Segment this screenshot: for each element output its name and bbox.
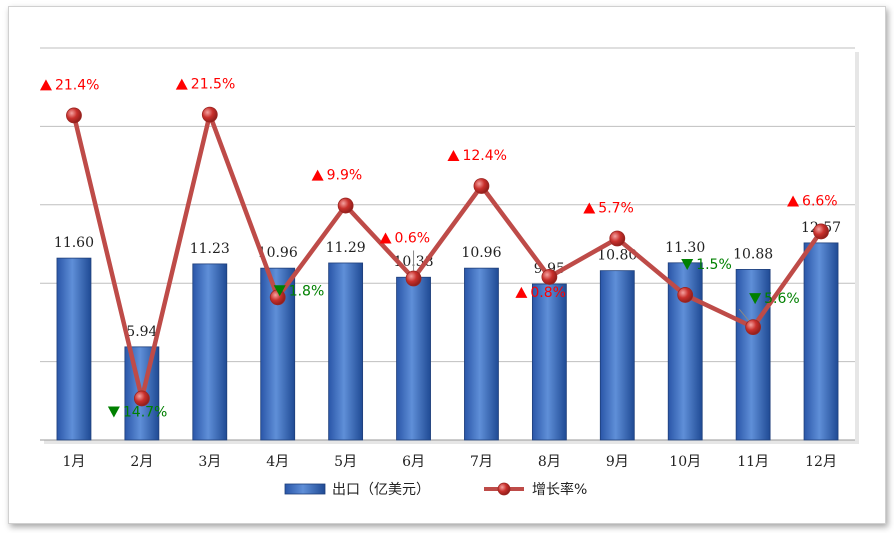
legend-line-marker (497, 482, 511, 496)
x-tick-label: 7月 (470, 454, 493, 470)
legend-bar-label: 出口（亿美元） (332, 482, 430, 498)
up-triangle-icon (787, 195, 800, 207)
x-tick-label: 12月 (805, 454, 837, 470)
up-triangle-icon (175, 78, 188, 90)
bar-value-label: 11.23 (190, 241, 230, 257)
x-tick-label: 8月 (538, 454, 561, 470)
plot-area (40, 48, 855, 440)
x-tick-label: 3月 (198, 454, 221, 470)
down-triangle-icon (749, 293, 762, 305)
bar-8 (531, 283, 567, 441)
growth-label-12: 6.6% (787, 193, 838, 209)
x-tick-label: 4月 (266, 454, 289, 470)
up-triangle-icon (39, 79, 52, 91)
down-triangle-icon (107, 406, 120, 418)
growth-label-2: 14.7% (107, 404, 167, 420)
growth-point-6 (405, 270, 422, 287)
growth-label-4: 1.8% (273, 283, 325, 299)
bar-5 (328, 262, 364, 441)
growth-label-9: 5.7% (583, 201, 634, 217)
bar-value-label: 11.60 (54, 235, 94, 251)
up-triangle-icon (379, 232, 392, 244)
legend-bar-swatch (284, 483, 326, 495)
leader-line (738, 308, 750, 322)
down-triangle-icon (681, 258, 694, 270)
growth-label-3: 21.5% (175, 77, 235, 93)
bar-value-label: 11.30 (665, 240, 705, 256)
bar-7 (464, 267, 499, 441)
bar-6 (396, 276, 431, 441)
growth-point-5 (337, 197, 354, 214)
growth-value-label: 12.4% (462, 148, 506, 164)
bar-value-label: 5.94 (126, 324, 157, 340)
x-tick-label: 11月 (737, 454, 769, 470)
growth-value-label: 21.4% (55, 77, 99, 93)
growth-label-10: 1.5% (681, 257, 732, 273)
growth-value-label: 6.6% (802, 193, 838, 209)
up-triangle-icon (583, 202, 596, 214)
growth-value-label: 0.8% (530, 285, 566, 301)
growth-value-label: 14.7% (123, 404, 167, 420)
x-tick-label: 9月 (606, 454, 629, 470)
up-triangle-icon (311, 169, 324, 181)
growth-point-3 (201, 106, 218, 123)
x-tick-label: 1月 (62, 454, 85, 470)
growth-point-1 (66, 107, 82, 124)
growth-value-label: 21.5% (191, 77, 235, 93)
bar-3 (192, 263, 228, 441)
x-tick-label: 6月 (402, 454, 425, 470)
growth-value-label: 1.8% (289, 283, 325, 299)
bar-value-label: 10.96 (461, 245, 501, 261)
bar-value-label: 10.88 (733, 246, 773, 262)
growth-label-1: 21.4% (39, 77, 99, 93)
up-triangle-icon (515, 286, 528, 298)
legend-line-label: 增长率% (532, 481, 587, 498)
growth-line (71, 112, 823, 401)
bar-9 (599, 270, 635, 441)
growth-label-5: 9.9% (311, 168, 363, 184)
growth-label-11: 5.6% (749, 291, 800, 307)
growth-point-10 (677, 287, 694, 303)
growth-point-7 (473, 178, 490, 194)
growth-label-7: 12.4% (447, 148, 507, 164)
bar-12 (803, 242, 839, 441)
x-tick-label: 5月 (334, 454, 357, 470)
growth-point-12 (813, 223, 829, 240)
growth-point-11 (745, 319, 762, 336)
bar-value-label: 11.29 (326, 240, 366, 256)
growth-label-6: 0.6% (379, 230, 431, 246)
growth-value-label: 5.6% (764, 291, 800, 307)
bar-value-label: 10.80 (597, 248, 637, 264)
growth-point-9 (609, 230, 626, 247)
x-tick-label: 2月 (130, 454, 153, 470)
down-triangle-icon (273, 285, 286, 297)
growth-value-label: 9.9% (327, 168, 363, 184)
growth-label-8: 0.8% (515, 285, 566, 301)
growth-point-8 (541, 269, 558, 285)
growth-value-label: 5.7% (598, 201, 634, 217)
growth-point-2 (133, 390, 150, 407)
x-tick-label: 10月 (669, 454, 701, 470)
bar-value-label: 10.96 (258, 245, 298, 261)
bar-1 (56, 257, 92, 441)
up-triangle-icon (447, 149, 460, 161)
growth-value-label: 1.5% (696, 257, 732, 273)
growth-value-label: 0.6% (395, 230, 431, 246)
